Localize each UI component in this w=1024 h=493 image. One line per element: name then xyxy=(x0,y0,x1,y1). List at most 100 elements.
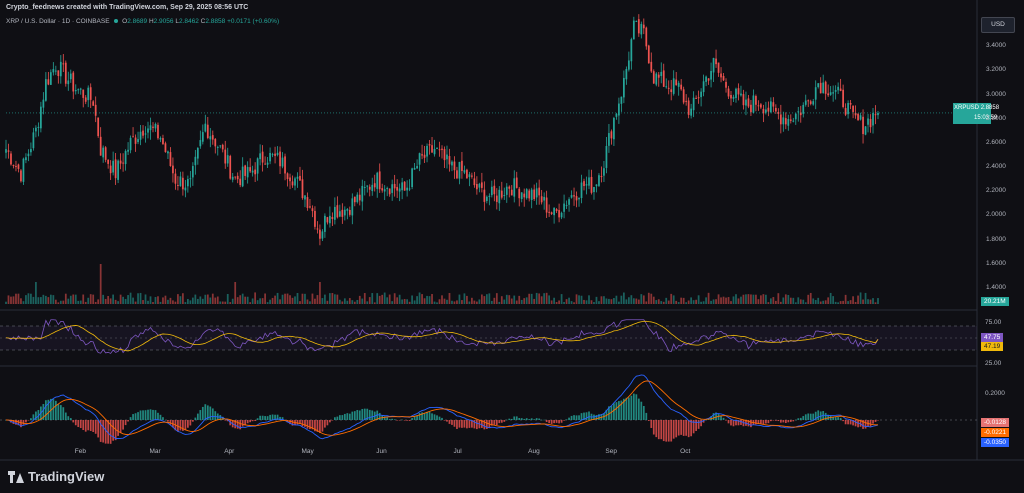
macd-histogram-bar xyxy=(722,417,725,420)
volume-bar xyxy=(99,264,102,304)
candle-body xyxy=(142,130,144,136)
macd-histogram-bar xyxy=(528,419,531,420)
volume-bar xyxy=(672,295,675,304)
candle-body xyxy=(269,152,271,162)
macd-histogram-bar xyxy=(637,398,640,420)
macd-histogram-bar xyxy=(538,418,541,420)
volume-bar xyxy=(381,294,384,304)
volume-bar xyxy=(829,292,832,304)
macd-histogram-bar xyxy=(74,420,77,426)
candle-body xyxy=(406,187,408,191)
macd-histogram-bar xyxy=(535,418,538,420)
macd-histogram-bar xyxy=(69,418,72,420)
candle-body xyxy=(697,97,700,99)
volume-bar xyxy=(191,297,194,304)
volume-bar xyxy=(593,302,595,304)
candle-body xyxy=(471,175,473,177)
candle-body xyxy=(306,197,309,208)
macd-histogram-bar xyxy=(730,420,732,426)
volume-bar xyxy=(164,295,167,304)
candle-body xyxy=(832,92,835,94)
volume-bar xyxy=(715,299,717,304)
volume-bar xyxy=(398,294,401,304)
candle-body xyxy=(627,60,630,70)
volume-bar xyxy=(471,297,473,304)
macd-histogram-bar xyxy=(650,420,653,428)
candle-body xyxy=(730,94,732,99)
volume-bar xyxy=(152,302,154,304)
candle-body xyxy=(779,114,782,125)
macd-histogram-bar xyxy=(625,397,628,420)
open-value: 2.8689 xyxy=(127,18,148,25)
volume-bar xyxy=(834,301,837,304)
volume-bar xyxy=(558,300,560,304)
volume-bar xyxy=(284,293,286,304)
candle-body xyxy=(500,190,503,198)
macd-histogram-bar xyxy=(279,416,281,420)
macd-histogram-bar xyxy=(84,420,87,432)
volume-bar xyxy=(797,297,800,304)
rsi-ma-line xyxy=(5,320,879,352)
volume-bar xyxy=(657,299,660,304)
volume-bar xyxy=(199,296,202,304)
volume-bar xyxy=(563,301,565,304)
candle-body xyxy=(194,156,197,166)
volume-bar xyxy=(119,294,122,304)
volume-bar xyxy=(279,299,281,304)
macd-histogram-bar xyxy=(854,420,857,427)
candle-body xyxy=(361,185,364,202)
volume-bar xyxy=(615,295,618,304)
candle-body xyxy=(672,78,675,94)
macd-histogram-bar xyxy=(712,413,715,420)
volume-bar xyxy=(428,296,431,304)
volume-bar xyxy=(443,298,446,304)
macd-histogram-bar xyxy=(187,420,189,428)
macd-histogram-bar xyxy=(107,420,110,444)
volume-bar xyxy=(864,292,867,304)
macd-line-tag: -0.0128 xyxy=(981,418,1010,427)
candle-body xyxy=(5,149,7,153)
time-axis-label: Apr xyxy=(224,448,235,455)
candle-body xyxy=(107,159,110,164)
macd-histogram-bar xyxy=(353,411,356,420)
volume-bar xyxy=(608,298,610,304)
volume-bar xyxy=(246,296,249,304)
candle-body xyxy=(640,23,643,35)
macd-histogram-bar xyxy=(533,419,536,420)
candle-body xyxy=(112,160,115,173)
candle-body xyxy=(97,117,100,137)
candle-body xyxy=(266,162,269,165)
volume-bar xyxy=(812,298,815,304)
candle-body xyxy=(573,195,575,197)
macd-histogram-bar xyxy=(580,413,583,420)
volume-bar xyxy=(236,297,239,304)
volume-bar xyxy=(869,299,872,304)
volume-bar xyxy=(717,294,720,304)
candle-body xyxy=(588,177,590,186)
macd-histogram-bar xyxy=(839,417,842,420)
volume-bar xyxy=(625,299,628,304)
candle-body xyxy=(854,112,857,116)
candle-body xyxy=(680,84,683,90)
macd-histogram-bar xyxy=(261,415,264,420)
macd-histogram-bar xyxy=(493,420,496,425)
macd-histogram-bar xyxy=(732,420,735,427)
volume-bar xyxy=(15,293,17,304)
volume-bar xyxy=(555,302,558,304)
volume-bar xyxy=(543,293,546,304)
symbol-name: XRP / U.S. Dollar · 1D · COINBASE xyxy=(6,18,110,25)
macd-histogram-bar xyxy=(747,420,750,427)
volume-bar xyxy=(239,295,242,304)
macd-histogram-bar xyxy=(563,420,565,421)
macd-histogram-bar xyxy=(720,415,722,420)
macd-histogram-bar xyxy=(383,416,386,420)
rsi-level-lower: 25.00 xyxy=(985,360,1002,367)
macd-histogram-bar xyxy=(224,420,227,421)
volume-bar xyxy=(396,297,399,304)
macd-histogram-bar xyxy=(700,420,702,427)
symbol-legend[interactable]: XRP / U.S. Dollar · 1D · COINBASE O2.868… xyxy=(6,18,279,25)
macd-histogram-bar xyxy=(443,420,446,421)
currency-button[interactable]: USD xyxy=(981,17,1015,33)
